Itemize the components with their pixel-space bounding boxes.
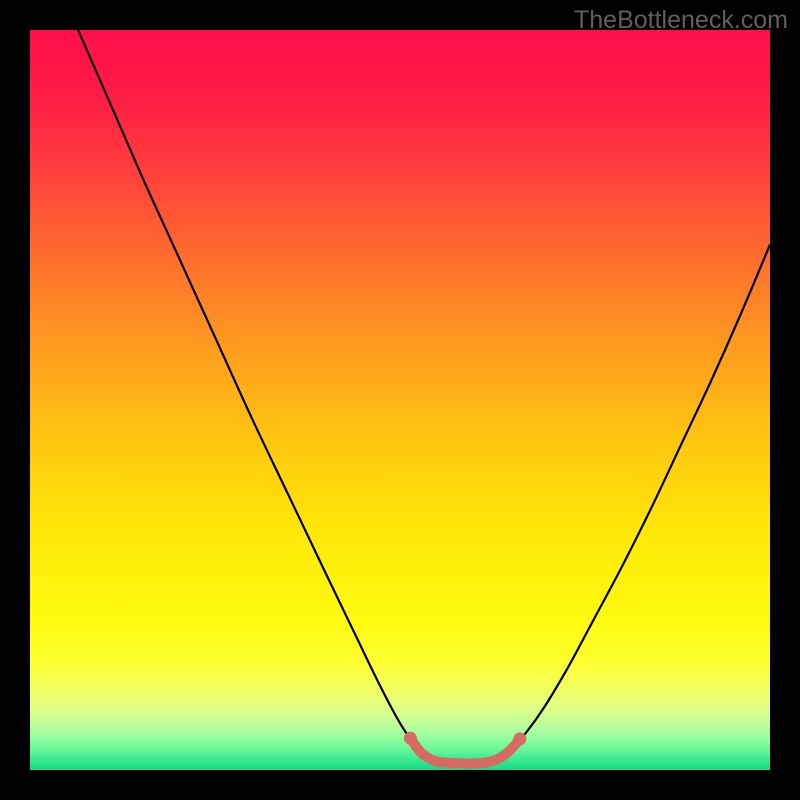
- plot-background: [30, 30, 770, 770]
- bottleneck-chart: [0, 0, 800, 800]
- optimal-range-endpoint-right: [513, 732, 526, 745]
- optimal-range-endpoint-left: [404, 732, 417, 745]
- chart-canvas: TheBottleneck.com: [0, 0, 800, 800]
